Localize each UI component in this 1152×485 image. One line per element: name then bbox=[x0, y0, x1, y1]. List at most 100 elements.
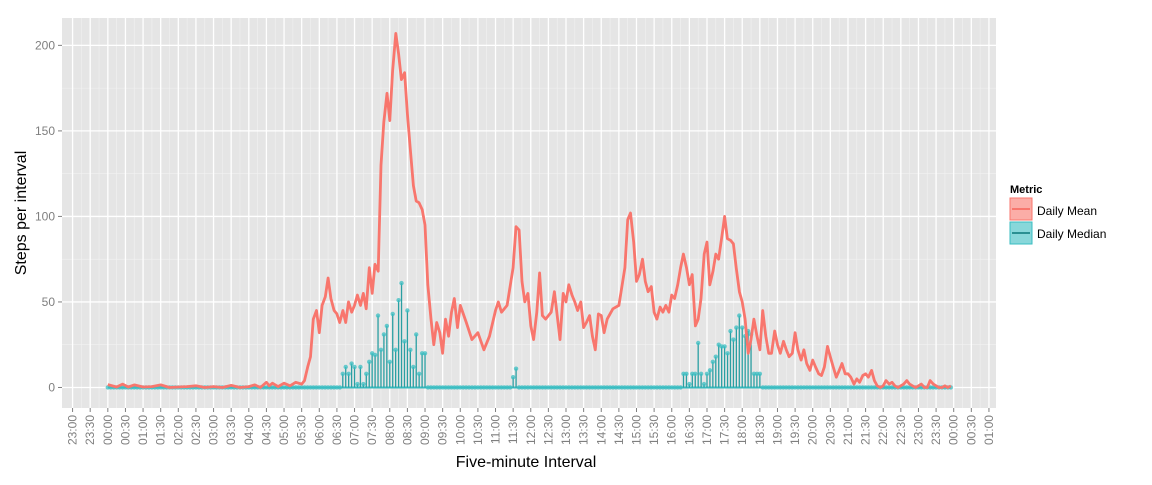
median-point bbox=[381, 332, 387, 337]
x-tick-label: 01:00 bbox=[136, 415, 150, 445]
x-tick-label: 03:30 bbox=[224, 415, 238, 445]
x-tick-label: 09:30 bbox=[436, 415, 450, 445]
x-tick-label: 22:00 bbox=[876, 415, 890, 445]
x-tick-label: 00:00 bbox=[947, 415, 961, 445]
median-point bbox=[513, 366, 519, 371]
median-point bbox=[405, 308, 410, 313]
x-tick-label: 17:00 bbox=[700, 415, 714, 445]
x-tick-label: 04:30 bbox=[259, 415, 273, 445]
median-point bbox=[722, 344, 727, 349]
median-point bbox=[728, 328, 733, 334]
x-tick-label: 12:00 bbox=[524, 415, 538, 445]
x-tick-label: 10:00 bbox=[453, 415, 467, 445]
y-tick-label: 0 bbox=[48, 380, 55, 394]
x-tick-label: 05:30 bbox=[295, 415, 309, 445]
x-tick-label: 15:00 bbox=[629, 415, 643, 445]
median-point bbox=[361, 381, 366, 387]
median-point bbox=[693, 371, 698, 376]
median-point bbox=[701, 381, 707, 387]
median-point bbox=[364, 371, 369, 376]
median-point bbox=[340, 371, 345, 376]
median-point bbox=[713, 354, 718, 359]
x-tick-label: 15:30 bbox=[647, 415, 661, 445]
x-tick-label: 18:30 bbox=[753, 415, 767, 445]
legend-key-mean bbox=[1009, 197, 1033, 221]
legend-label-mean: Daily Mean bbox=[1037, 204, 1097, 218]
legend: Metric Daily Mean Daily Median bbox=[1009, 184, 1106, 245]
median-point bbox=[355, 381, 360, 387]
y-tick-label: 200 bbox=[35, 38, 55, 52]
x-tick-label: 11:30 bbox=[506, 415, 520, 444]
x-tick-label: 01:00 bbox=[982, 415, 996, 445]
median-point bbox=[399, 280, 404, 286]
median-point bbox=[704, 371, 710, 376]
series-layer bbox=[105, 32, 953, 390]
x-tick-label: 09:00 bbox=[418, 415, 432, 445]
x-tick-label: 17:30 bbox=[718, 415, 732, 445]
mean-line bbox=[107, 32, 952, 389]
median-point bbox=[358, 364, 363, 370]
median-point bbox=[375, 313, 381, 318]
x-tick-label: 12:30 bbox=[541, 415, 555, 445]
legend-label-median: Daily Median bbox=[1037, 227, 1106, 241]
x-tick-label: 03:00 bbox=[207, 415, 221, 445]
median-point bbox=[707, 368, 713, 373]
x-tick-label: 16:30 bbox=[682, 415, 696, 445]
x-tick-label: 07:00 bbox=[348, 415, 362, 445]
x-tick-label: 23:30 bbox=[83, 415, 97, 445]
x-tick-label: 04:00 bbox=[242, 415, 256, 445]
median-point bbox=[740, 325, 745, 330]
y-axis: 0 50 100 150 200 bbox=[35, 38, 62, 394]
x-axis: 23:00 23:30 00:00 00:30 01:00 01:30 02:00 02:30… bbox=[66, 408, 996, 445]
median-point bbox=[378, 347, 384, 353]
plot-panel bbox=[62, 18, 996, 408]
x-tick-label: 22:30 bbox=[894, 415, 908, 445]
x-tick-label: 06:00 bbox=[312, 415, 326, 445]
y-tick-label: 50 bbox=[42, 295, 56, 309]
x-tick-label: 23:00 bbox=[66, 415, 80, 445]
x-tick-label: 07:30 bbox=[365, 415, 379, 445]
median-point bbox=[757, 371, 763, 376]
x-tick-label: 01:30 bbox=[154, 415, 168, 445]
x-tick-label: 06:30 bbox=[330, 415, 344, 445]
x-tick-label: 00:30 bbox=[964, 415, 978, 445]
x-tick-label: 11:00 bbox=[489, 415, 503, 444]
y-tick-label: 150 bbox=[35, 124, 55, 138]
median-point bbox=[411, 364, 416, 370]
x-tick-label: 10:30 bbox=[471, 415, 485, 445]
median-point bbox=[387, 359, 392, 365]
x-tick-label: 02:30 bbox=[189, 415, 203, 445]
x-tick-label: 23:30 bbox=[929, 415, 943, 445]
x-tick-label: 19:30 bbox=[788, 415, 802, 445]
median-point bbox=[349, 361, 354, 366]
median-point bbox=[684, 371, 689, 376]
median-point bbox=[731, 337, 736, 342]
median-point bbox=[402, 339, 407, 344]
median-point bbox=[372, 352, 378, 358]
x-tick-label: 00:00 bbox=[101, 415, 115, 445]
median-point bbox=[734, 325, 739, 330]
x-axis-title: Five-minute Interval bbox=[456, 454, 597, 471]
x-tick-label: 16:00 bbox=[665, 415, 679, 445]
median-point bbox=[352, 364, 357, 370]
median-point bbox=[343, 364, 348, 370]
median-point bbox=[414, 332, 419, 337]
x-tick-label: 00:30 bbox=[118, 415, 132, 445]
x-tick-label: 08:30 bbox=[400, 415, 414, 445]
median-point bbox=[508, 385, 513, 390]
median-point bbox=[396, 298, 401, 303]
median-point bbox=[384, 323, 390, 329]
median-point bbox=[390, 311, 395, 317]
x-tick-label: 23:00 bbox=[911, 415, 925, 445]
x-tick-label: 21:00 bbox=[841, 415, 855, 445]
median-point bbox=[678, 385, 683, 390]
median-point bbox=[725, 351, 730, 356]
median-point bbox=[422, 351, 428, 356]
median-point bbox=[337, 385, 343, 390]
y-axis-title: Steps per interval bbox=[13, 151, 30, 276]
median-point bbox=[346, 371, 351, 376]
median-point bbox=[416, 371, 422, 376]
median-point bbox=[698, 371, 704, 376]
